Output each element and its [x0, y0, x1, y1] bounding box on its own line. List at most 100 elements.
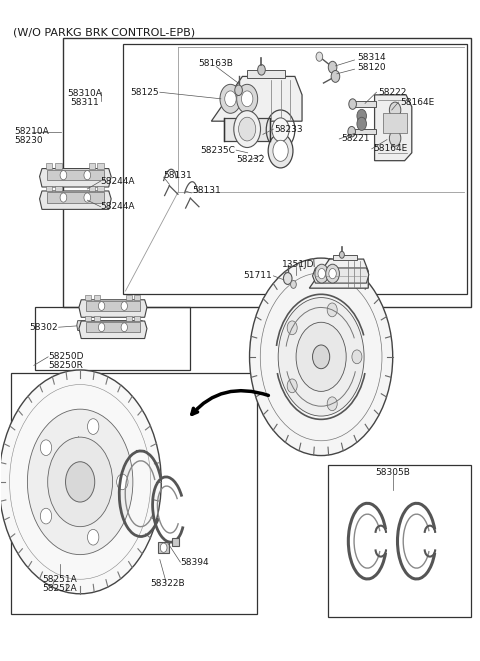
Text: 58232: 58232	[236, 155, 265, 164]
Polygon shape	[383, 113, 407, 133]
Circle shape	[278, 297, 364, 416]
Polygon shape	[134, 295, 140, 299]
Polygon shape	[211, 77, 302, 121]
Polygon shape	[97, 163, 104, 169]
Circle shape	[98, 323, 105, 332]
Circle shape	[40, 440, 52, 455]
Text: 58164E: 58164E	[400, 98, 434, 106]
Polygon shape	[89, 186, 96, 191]
Polygon shape	[134, 316, 140, 321]
Circle shape	[60, 171, 67, 180]
Circle shape	[250, 258, 393, 455]
Text: 58235C: 58235C	[200, 145, 235, 155]
Circle shape	[316, 52, 323, 61]
Text: 58131: 58131	[164, 171, 192, 180]
Polygon shape	[374, 95, 412, 161]
Circle shape	[40, 508, 52, 524]
Polygon shape	[46, 163, 52, 169]
Polygon shape	[94, 316, 100, 321]
Circle shape	[287, 321, 297, 334]
Circle shape	[296, 323, 346, 391]
Text: 58302: 58302	[29, 323, 58, 332]
Polygon shape	[354, 129, 376, 134]
Polygon shape	[39, 191, 111, 210]
Text: 58244A: 58244A	[101, 176, 135, 186]
Circle shape	[121, 323, 128, 332]
Circle shape	[315, 264, 328, 283]
Polygon shape	[79, 299, 147, 317]
Polygon shape	[172, 538, 179, 547]
Polygon shape	[126, 295, 132, 299]
Text: 58394: 58394	[180, 558, 209, 566]
Polygon shape	[312, 268, 369, 283]
Polygon shape	[224, 118, 270, 141]
Circle shape	[268, 134, 293, 168]
Polygon shape	[355, 101, 376, 106]
Circle shape	[237, 85, 258, 113]
Circle shape	[327, 303, 337, 317]
Text: 58244A: 58244A	[101, 202, 135, 212]
Polygon shape	[86, 301, 140, 311]
Text: 58125: 58125	[130, 88, 159, 97]
Circle shape	[84, 193, 91, 202]
Circle shape	[318, 268, 325, 279]
Circle shape	[66, 462, 95, 502]
Polygon shape	[94, 295, 100, 299]
Text: 51711: 51711	[244, 272, 273, 280]
Circle shape	[326, 264, 339, 283]
Circle shape	[352, 350, 362, 364]
Circle shape	[273, 140, 288, 161]
Text: 58252A: 58252A	[42, 584, 77, 593]
Circle shape	[272, 118, 289, 141]
Circle shape	[121, 301, 128, 311]
Circle shape	[235, 85, 242, 96]
Text: 58163B: 58163B	[199, 59, 234, 69]
Polygon shape	[97, 186, 104, 191]
Circle shape	[225, 91, 236, 106]
Circle shape	[349, 98, 357, 109]
Circle shape	[234, 110, 261, 147]
Text: 1351JD: 1351JD	[282, 260, 314, 269]
Text: 58305B: 58305B	[375, 467, 410, 477]
Circle shape	[220, 85, 241, 113]
Polygon shape	[85, 295, 91, 299]
Polygon shape	[247, 70, 285, 78]
Text: 58250D: 58250D	[48, 352, 84, 362]
Circle shape	[87, 529, 99, 545]
Circle shape	[283, 272, 292, 284]
Polygon shape	[126, 316, 132, 321]
Circle shape	[357, 117, 366, 130]
Circle shape	[60, 193, 67, 202]
Circle shape	[327, 397, 337, 410]
Text: 58230: 58230	[15, 136, 43, 145]
Polygon shape	[47, 170, 104, 180]
Polygon shape	[85, 316, 91, 321]
Circle shape	[287, 379, 297, 393]
Circle shape	[117, 474, 128, 490]
Circle shape	[84, 171, 91, 180]
Text: 58250R: 58250R	[48, 361, 83, 370]
Text: 58131: 58131	[192, 186, 221, 196]
Circle shape	[239, 117, 256, 141]
Polygon shape	[86, 323, 140, 332]
Circle shape	[0, 370, 161, 594]
Polygon shape	[77, 321, 144, 330]
Circle shape	[258, 65, 265, 75]
Circle shape	[389, 102, 401, 118]
Polygon shape	[89, 163, 96, 169]
Text: 58322B: 58322B	[150, 580, 185, 588]
Text: 58222: 58222	[378, 88, 407, 97]
Text: 58314: 58314	[357, 54, 385, 63]
Text: 58210A: 58210A	[15, 127, 49, 136]
Text: 58120: 58120	[357, 63, 385, 71]
Polygon shape	[39, 169, 111, 187]
Circle shape	[329, 268, 336, 279]
Text: (W/O PARKG BRK CONTROL-EPB): (W/O PARKG BRK CONTROL-EPB)	[13, 28, 195, 38]
Polygon shape	[55, 163, 62, 169]
Polygon shape	[55, 186, 62, 191]
Polygon shape	[79, 321, 147, 338]
Polygon shape	[47, 192, 104, 203]
Circle shape	[290, 280, 296, 288]
Text: 58310A: 58310A	[68, 89, 102, 98]
Circle shape	[27, 409, 133, 555]
